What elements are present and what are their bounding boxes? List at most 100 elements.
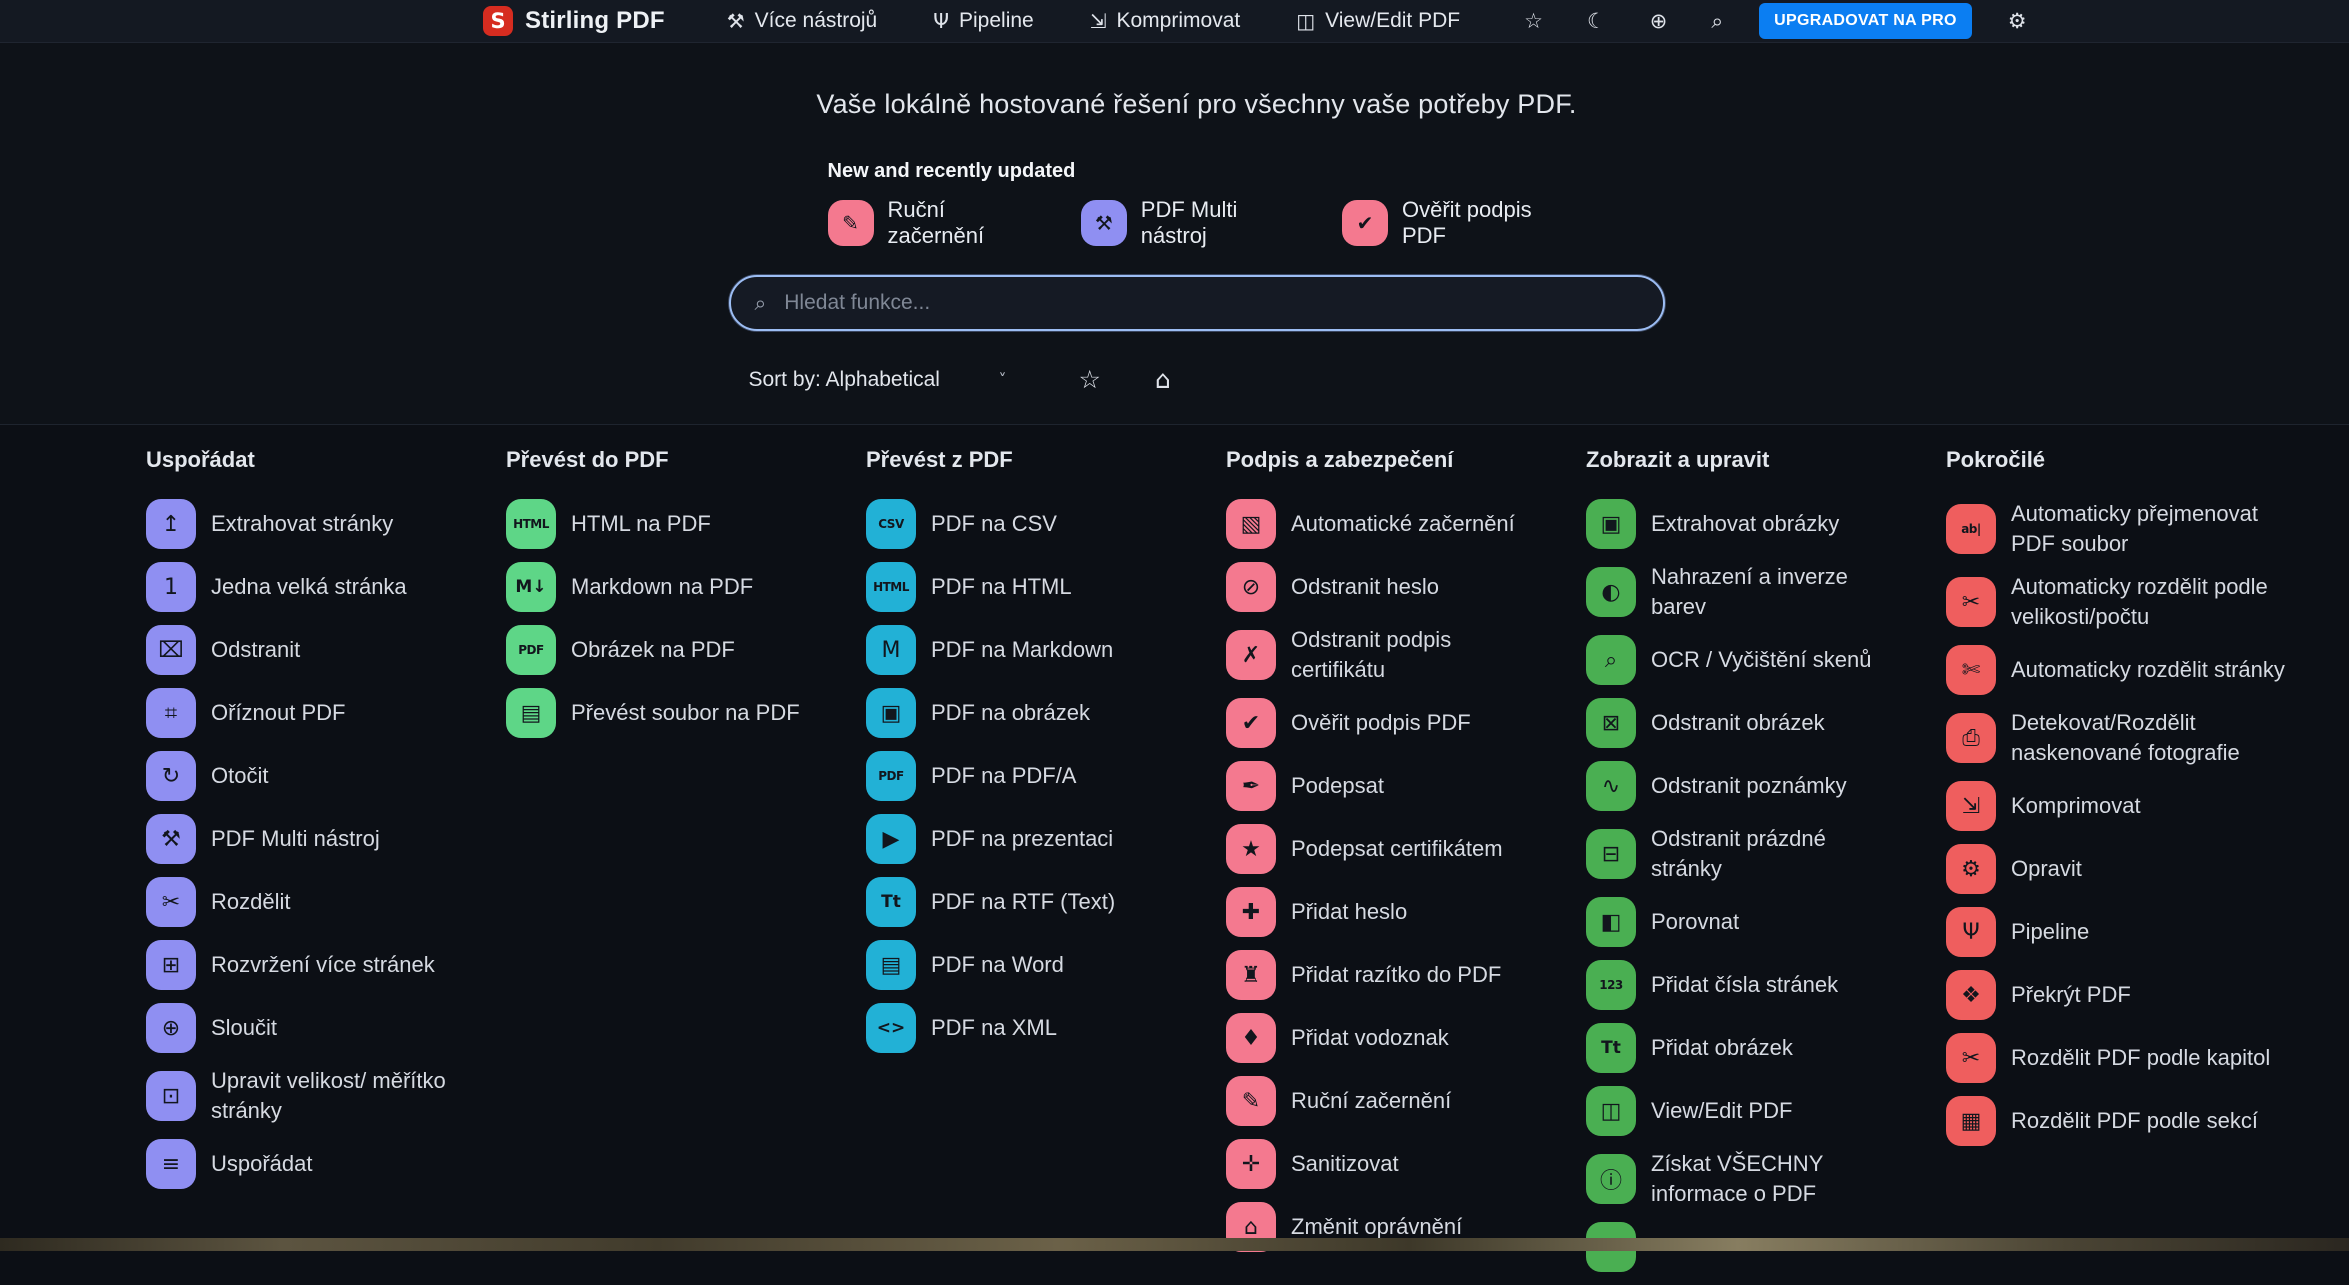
tool-item[interactable]: ⊠ Odstranit obrázek (1586, 698, 1946, 748)
tool-item-label: Získat VŠECHNY informace o PDF (1651, 1151, 1823, 1206)
tool-item-label: Automaticky přejmenovat PDF soubor (2011, 501, 2258, 556)
featured-item-1[interactable]: ⚒ PDF Multi nástroj (1080, 197, 1294, 249)
tool-item[interactable]: Tt PDF na RTF (Text) (866, 877, 1226, 927)
tool-item[interactable]: Tt Přidat obrázek (1586, 1023, 1946, 1073)
tool-item[interactable]: ✂ Rozdělit PDF podle kapitol (1946, 1033, 2346, 1083)
tool-item[interactable]: ▣ Extrahovat obrázky (1586, 499, 1946, 549)
tool-item[interactable]: HTML PDF na HTML (866, 562, 1226, 612)
chevron-down-icon: ˅ (998, 370, 1007, 389)
tool-item[interactable]: ◫ View/Edit PDF (1586, 1086, 1946, 1136)
nav-item-0[interactable]: ⚒ Více nástrojů (727, 9, 878, 33)
nav-item-3[interactable]: ◫ View/Edit PDF (1296, 9, 1460, 33)
favorites-star-icon[interactable]: ☆ (1078, 365, 1101, 394)
tool-item[interactable]: ⌕ OCR / Vyčištění skenů (1586, 635, 1946, 685)
tool-item[interactable]: ⊡ Upravit velikost/ měřítko stránky (146, 1066, 506, 1126)
tool-item[interactable]: ❖ Překrýt PDF (1946, 970, 2346, 1020)
search-input[interactable] (782, 290, 1639, 316)
tool-item[interactable]: ▧ Automatické začernění (1226, 499, 1586, 549)
tool-item[interactable]: ⓘ Získat VŠECHNY informace o PDF (1586, 1149, 1946, 1209)
tool-item[interactable]: ⊘ Odstranit heslo (1226, 562, 1586, 612)
tool-item[interactable]: ⊕ Sloučit (146, 1003, 506, 1053)
nav-item-1[interactable]: Ψ Pipeline (933, 9, 1033, 33)
tool-icon: ≡ (146, 1139, 196, 1189)
tool-icon: 123 (1586, 960, 1636, 1010)
gear-icon[interactable]: ⚙ (2007, 9, 2027, 33)
tool-item[interactable]: ✔ Ověřit podpis PDF (1226, 698, 1586, 748)
upgrade-pro-button[interactable]: UPGRADOVAT NA PRO (1759, 3, 1972, 39)
tool-item[interactable]: ✄ Automaticky rozdělit stránky (1946, 645, 2346, 695)
tool-item[interactable]: 1 Jedna velká stránka (146, 562, 506, 612)
tool-item-label: Přidat vodoznak (1291, 1025, 1449, 1050)
tool-item[interactable]: ⌧ Odstranit (146, 625, 506, 675)
tool-item[interactable]: ✚ Přidat heslo (1226, 887, 1586, 937)
moon-icon[interactable]: ☾ (1586, 9, 1606, 33)
tool-item[interactable]: CSV PDF na CSV (866, 499, 1226, 549)
tool-item-label: PDF Multi nástroj (211, 826, 380, 851)
globe-icon[interactable]: ⊕ (1649, 9, 1668, 33)
tool-item[interactable]: ▤ PDF na Word (866, 940, 1226, 990)
section-title: Převést z PDF (866, 447, 1013, 472)
tool-item[interactable]: ⎙ Detekovat/Rozdělit naskenované fotograf… (1946, 708, 2346, 768)
tool-item[interactable]: ◧ Porovnat (1586, 897, 1946, 947)
home-icon[interactable]: ⌂ (1154, 365, 1171, 394)
tool-item[interactable]: ✛ Sanitizovat (1226, 1139, 1586, 1189)
tool-item[interactable]: ▣ PDF na obrázek (866, 688, 1226, 738)
search-bar[interactable]: ⌕ (728, 275, 1665, 331)
tool-item[interactable]: ✗ Odstranit podpis certifikátu (1226, 625, 1586, 685)
tool-icon: M (866, 625, 916, 675)
tool-item-label: Přidat heslo (1291, 899, 1408, 924)
brand[interactable]: S Stirling PDF (483, 6, 665, 36)
star-icon[interactable]: ☆ (1524, 9, 1543, 33)
tool-item[interactable]: ∿ Odstranit poznámky (1586, 761, 1946, 811)
tool-item[interactable]: ▶ PDF na prezentaci (866, 814, 1226, 864)
tool-item[interactable]: ⚙ Opravit (1946, 844, 2346, 894)
nav-item-2[interactable]: ⇲ Komprimovat (1090, 9, 1240, 33)
tool-item[interactable]: PDF PDF na PDF/A (866, 751, 1226, 801)
tool-item[interactable]: ✎ Ruční začernění (1226, 1076, 1586, 1126)
tool-item-label: Odstranit heslo (1291, 574, 1439, 599)
tool-item[interactable]: ✂ Automaticky rozdělit podle velikosti/po… (1946, 572, 2346, 632)
tool-item[interactable]: Ψ Pipeline (1946, 907, 2346, 957)
tool-item[interactable]: ↻ Otočit (146, 751, 506, 801)
tool-item[interactable]: ↥ Extrahovat stránky (146, 499, 506, 549)
tool-item[interactable]: M↓ Markdown na PDF (506, 562, 866, 612)
tool-item[interactable]: ⚒ PDF Multi nástroj (146, 814, 506, 864)
tool-item[interactable]: ✒ Podepsat (1226, 761, 1586, 811)
tool-item[interactable]: ⊟ Odstranit prázdné stránky (1586, 824, 1946, 884)
tool-item-label: Automaticky rozdělit stránky (2011, 657, 2285, 682)
tool-icon: ▣ (1586, 499, 1636, 549)
tool-item[interactable]: ◐ Nahrazení a inverze barev (1586, 562, 1946, 622)
tool-item[interactable]: <> PDF na XML (866, 1003, 1226, 1053)
tool-item[interactable]: ▤ Převést soubor na PDF (506, 688, 866, 738)
search-icon[interactable]: ⌕ (1711, 8, 1724, 33)
tool-item-label: Obrázek na PDF (571, 637, 735, 662)
sort-select[interactable]: Sort by: Alphabetical ˅ (729, 368, 1007, 392)
tool-item[interactable]: 123 Přidat čísla stránek (1586, 960, 1946, 1010)
tool-item[interactable]: ♜ Přidat razítko do PDF (1226, 950, 1586, 1000)
tool-item-label: Odstranit obrázek (1651, 710, 1825, 735)
tool-icon: ✂ (1946, 577, 1996, 627)
tool-item[interactable]: ★ Podepsat certifikátem (1226, 824, 1586, 874)
tool-icon: ✗ (1226, 630, 1276, 680)
tool-item[interactable]: ⊞ Rozvržení více stránek (146, 940, 506, 990)
tool-item-label: Detekovat/Rozdělit naskenované fotografi… (2011, 710, 2240, 765)
featured-item-2[interactable]: ✔ Ověřit podpis PDF (1342, 197, 1566, 249)
tool-icon: ✛ (1226, 1139, 1276, 1189)
tool-icon: ✂ (1946, 1033, 1996, 1083)
tool-icon: ◫ (1586, 1086, 1636, 1136)
tool-item[interactable]: ab| Automaticky přejmenovat PDF soubor (1946, 499, 2346, 559)
tool-item[interactable]: ≡ Uspořádat (146, 1139, 506, 1189)
tool-item[interactable]: ♦ Přidat vodoznak (1226, 1013, 1586, 1063)
tool-item[interactable]: ▦ Rozdělit PDF podle sekcí (1946, 1096, 2346, 1146)
tool-item[interactable]: ✂ Rozdělit (146, 877, 506, 927)
tool-item[interactable]: HTML HTML na PDF (506, 499, 866, 549)
tool-item[interactable]: M PDF na Markdown (866, 625, 1226, 675)
featured-item-0[interactable]: ✎ Ruční začernění (827, 197, 1033, 249)
tool-item[interactable]: ⌗ Oříznout PDF (146, 688, 506, 738)
tool-icon: <> (866, 1003, 916, 1053)
tool-item[interactable]: PDF Obrázek na PDF (506, 625, 866, 675)
tool-item[interactable]: ⇲ Komprimovat (1946, 781, 2346, 831)
tool-item-label: Sloučit (211, 1015, 278, 1040)
tool-icon: Tt (1586, 1023, 1636, 1073)
tool-item-label: Odstranit podpis certifikátu (1291, 627, 1452, 682)
